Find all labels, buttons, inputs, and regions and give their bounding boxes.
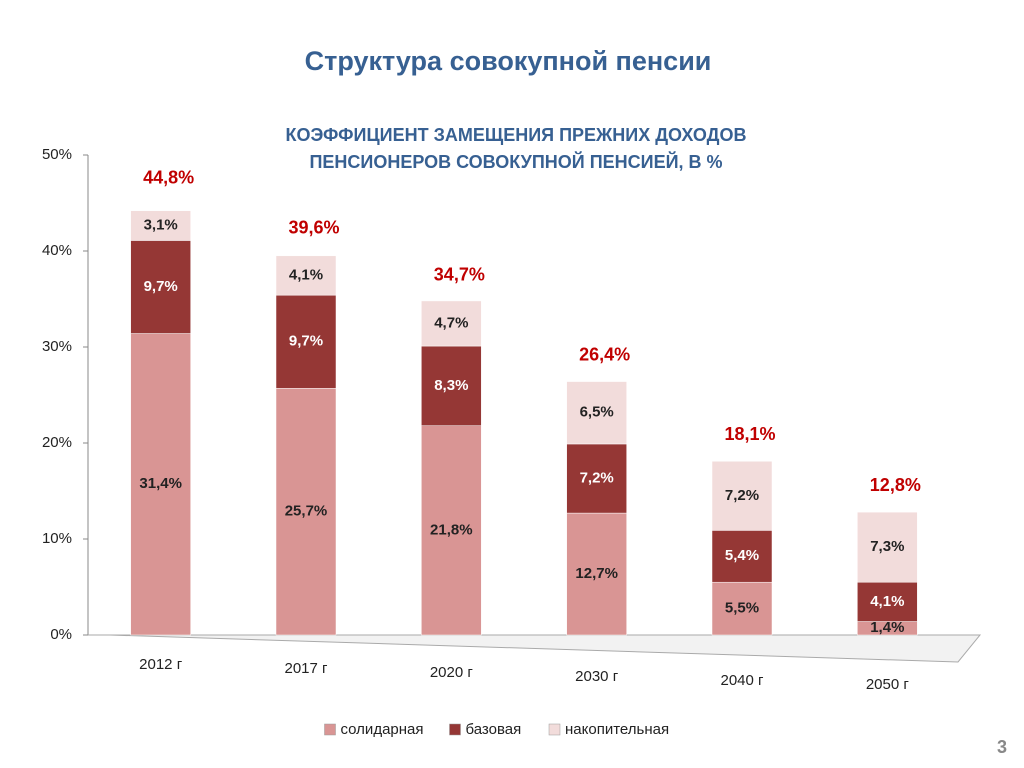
data-label: 25,7% — [285, 503, 328, 520]
data-label: 3,1% — [144, 217, 178, 234]
floor — [88, 634, 982, 663]
data-label: 5,5% — [725, 600, 759, 617]
bar-segment — [566, 381, 627, 445]
legend-label: солидарная — [341, 721, 424, 738]
bar-segment — [421, 345, 482, 426]
x-tick-label: 2017 г — [284, 660, 328, 677]
y-tick-label: 20% — [42, 434, 72, 451]
bar-segment — [130, 333, 191, 636]
bar-segment — [857, 511, 918, 583]
data-label: 1,4% — [870, 619, 904, 636]
bar-segment — [130, 210, 191, 241]
total-label: 18,1% — [724, 424, 775, 444]
y-tick-label: 40% — [42, 242, 72, 259]
legend-swatch — [449, 723, 461, 736]
y-tick-label: 30% — [42, 338, 72, 355]
x-tick-label: 2012 г — [139, 656, 183, 673]
data-label: 7,3% — [870, 538, 904, 555]
page-number: 3 — [997, 737, 1007, 757]
chart-title: Структура совокупной пенсии — [305, 46, 712, 76]
x-tick-label: 2040 г — [720, 672, 764, 689]
x-tick-label: 2020 г — [430, 664, 474, 681]
bar-segment — [711, 460, 773, 531]
bar-segment — [566, 443, 627, 514]
data-label: 9,7% — [289, 333, 323, 350]
total-label: 12,8% — [870, 475, 921, 495]
data-label: 8,3% — [434, 377, 468, 394]
bar-segment — [566, 512, 627, 636]
chart-subtitle: ПЕНСИОНЕРОВ СОВОКУПНОЙ ПЕНСИЕЙ, В % — [309, 151, 722, 172]
x-tick-label: 2050 г — [866, 676, 910, 693]
y-tick-label: 50% — [42, 146, 72, 163]
legend-swatch — [324, 723, 336, 736]
legend-swatch — [548, 723, 561, 736]
data-label: 6,5% — [580, 404, 614, 421]
data-label: 4,1% — [870, 593, 904, 610]
data-label: 4,1% — [289, 266, 323, 283]
bar-segment — [421, 425, 482, 636]
y-tick-label: 0% — [50, 626, 72, 643]
data-label: 5,4% — [725, 547, 759, 564]
data-label: 21,8% — [430, 521, 473, 538]
legend-label: базовая — [466, 721, 522, 738]
bar-segment — [275, 294, 337, 389]
y-tick-label: 10% — [42, 530, 72, 547]
data-label: 31,4% — [139, 475, 182, 492]
total-label: 34,7% — [434, 265, 485, 285]
x-tick-label: 2030 г — [575, 668, 619, 685]
chart-subtitle: КОЭФФИЦИЕНТ ЗАМЕЩЕНИЯ ПРЕЖНИХ ДОХОДОВ — [286, 125, 747, 145]
data-label: 9,7% — [144, 278, 178, 295]
bar-segment — [421, 300, 482, 347]
legend-label: накопительная — [565, 721, 669, 738]
bar-segment — [711, 581, 773, 636]
data-label: 7,2% — [725, 487, 759, 504]
data-label: 12,7% — [575, 565, 618, 582]
data-label: 4,7% — [434, 314, 468, 331]
data-label: 7,2% — [580, 469, 614, 486]
bar-segment — [857, 581, 918, 622]
bar-segment — [275, 255, 337, 296]
total-label: 39,6% — [288, 218, 339, 238]
bar-segment — [130, 240, 191, 334]
bar-segment — [275, 388, 337, 636]
total-label: 44,8% — [143, 168, 194, 188]
total-label: 26,4% — [579, 344, 630, 364]
bar-segment — [711, 530, 773, 583]
